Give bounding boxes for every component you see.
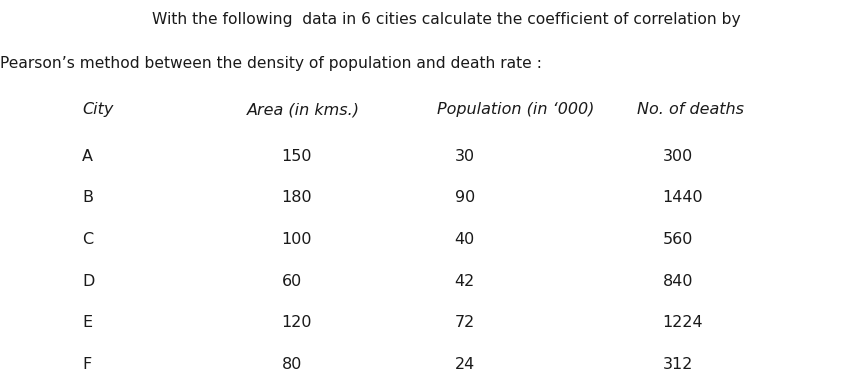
Text: City: City — [82, 102, 113, 117]
Text: 560: 560 — [662, 232, 693, 247]
Text: D: D — [82, 274, 94, 289]
Text: B: B — [82, 190, 94, 205]
Text: 312: 312 — [662, 357, 693, 372]
Text: 30: 30 — [455, 149, 475, 164]
Text: 150: 150 — [281, 149, 312, 164]
Text: C: C — [82, 232, 94, 247]
Text: 40: 40 — [455, 232, 475, 247]
Text: Population (in ‘000): Population (in ‘000) — [437, 102, 595, 117]
Text: E: E — [82, 315, 93, 330]
Text: With the following  data in 6 cities calculate the coefficient of correlation by: With the following data in 6 cities calc… — [152, 12, 740, 27]
Text: 300: 300 — [662, 149, 693, 164]
Text: F: F — [82, 357, 92, 372]
Text: 80: 80 — [281, 357, 302, 372]
Text: 840: 840 — [662, 274, 693, 289]
Text: 24: 24 — [455, 357, 475, 372]
Text: 42: 42 — [455, 274, 475, 289]
Text: A: A — [82, 149, 94, 164]
Text: 60: 60 — [281, 274, 301, 289]
Text: 180: 180 — [281, 190, 312, 205]
Text: 72: 72 — [455, 315, 475, 330]
Text: 1224: 1224 — [662, 315, 703, 330]
Text: 1440: 1440 — [662, 190, 703, 205]
Text: 90: 90 — [455, 190, 475, 205]
Text: Area (in kms.): Area (in kms.) — [247, 102, 359, 117]
Text: 120: 120 — [281, 315, 312, 330]
Text: Pearson’s method between the density of population and death rate :: Pearson’s method between the density of … — [0, 56, 542, 71]
Text: No. of deaths: No. of deaths — [637, 102, 744, 117]
Text: 100: 100 — [281, 232, 312, 247]
